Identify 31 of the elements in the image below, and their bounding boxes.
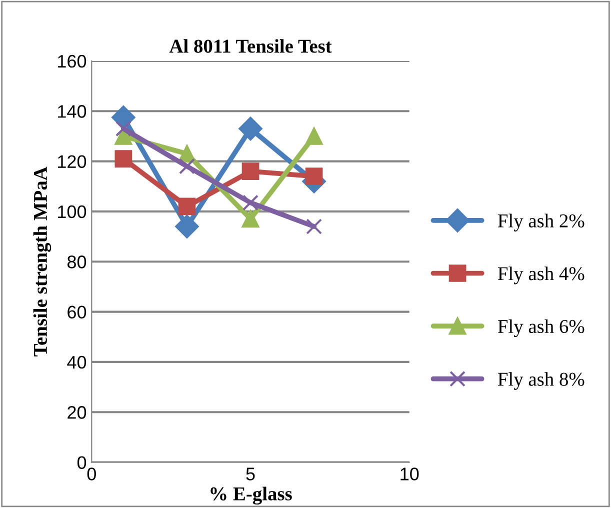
y-tick-label: 0 — [77, 456, 86, 469]
y-tick-label: 80 — [67, 256, 86, 268]
y-axis-title: Tensile strength MPaA — [33, 166, 52, 356]
legend-label: Fly ash 2% — [498, 214, 584, 232]
point — [242, 194, 258, 211]
x-tick-label: 0 — [87, 468, 96, 480]
legend-label: Fly ash 8% — [498, 372, 584, 390]
point — [242, 162, 260, 180]
x-tick-label: 10 — [400, 468, 419, 480]
y-tick-label: 20 — [68, 406, 86, 419]
y-tick-label: 120 — [58, 155, 86, 168]
point — [305, 168, 323, 186]
point — [242, 210, 260, 228]
x-axis-title: % E-glass — [210, 486, 292, 505]
point — [306, 218, 322, 234]
x-tick-label: 5 — [246, 468, 255, 480]
point — [175, 214, 199, 238]
chart-title: Al 8011 Tensile Test — [169, 39, 332, 53]
point — [178, 158, 195, 174]
point — [114, 150, 132, 168]
y-tick-label: 160 — [58, 54, 86, 68]
y-tick-label: 40 — [67, 356, 86, 369]
point — [305, 128, 323, 145]
y-tick-label: 140 — [58, 105, 86, 118]
point — [238, 116, 262, 141]
point — [178, 198, 196, 216]
y-tick-label: 100 — [58, 205, 86, 218]
legend-label: Fly ash 4% — [498, 266, 584, 284]
point — [115, 120, 132, 137]
legend-label: Fly ash 6% — [498, 319, 584, 338]
y-tick-label: 60 — [68, 306, 86, 319]
